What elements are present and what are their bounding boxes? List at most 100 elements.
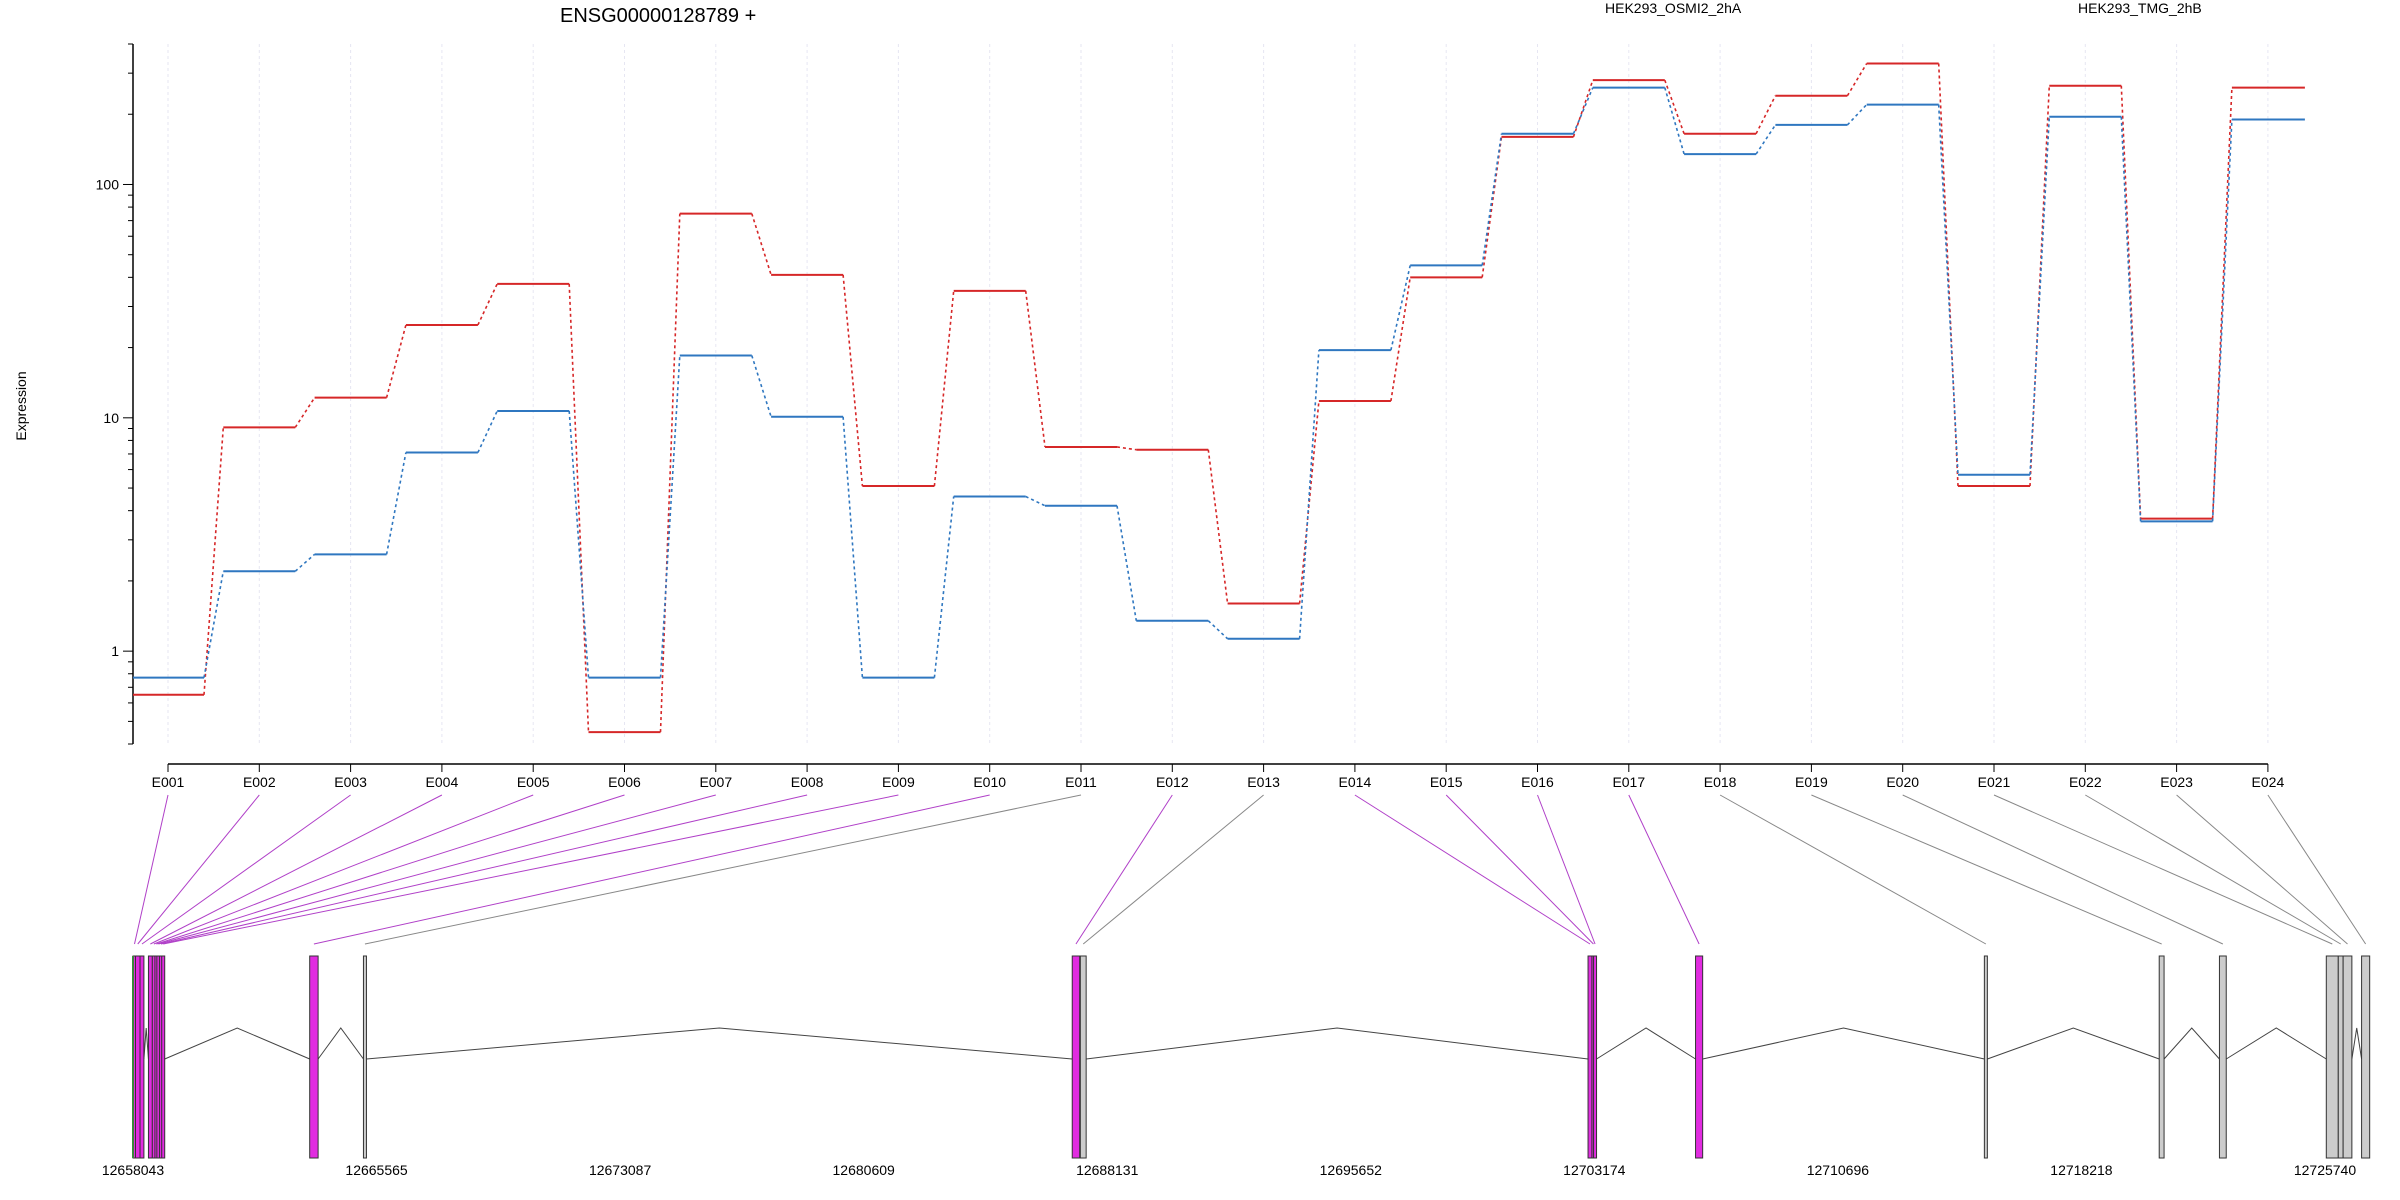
connector-e013: [1082, 794, 1264, 945]
connector-e021: [1993, 794, 2333, 945]
intron: [143, 1027, 149, 1060]
intron: [2163, 1027, 2220, 1060]
exon-e013: [1079, 955, 1087, 1159]
x-tick-label-e021: E021: [1978, 774, 2011, 790]
x-tick-label-e014: E014: [1339, 774, 1372, 790]
series-2-transition: [751, 355, 772, 418]
x-tick-label-e010: E010: [973, 774, 1006, 790]
genomic-tick-label: 12695652: [1320, 1162, 1383, 1178]
series-2-transition: [1390, 265, 1411, 351]
genomic-tick-label: 12665565: [345, 1162, 408, 1178]
genomic-tick-label: 12680609: [833, 1162, 896, 1178]
intron: [2351, 1027, 2363, 1060]
intron: [1987, 1027, 2160, 1060]
genomic-tick-label: 12710696: [1807, 1162, 1870, 1178]
series-1-transition: [385, 324, 407, 398]
connector-e018: [1719, 794, 1987, 945]
connector-e011: [364, 794, 1082, 945]
exon-e003: [139, 955, 145, 1159]
connector-e012: [1075, 794, 1173, 945]
exon-e016: [1593, 955, 1598, 1159]
intron: [164, 1027, 310, 1060]
series-2-transition: [294, 553, 316, 572]
connector-e007: [158, 794, 716, 945]
exon-connectors: [134, 794, 2367, 945]
connector-e006: [156, 794, 625, 945]
x-tick-label-e020: E020: [1886, 774, 1919, 790]
x-tick-label-e012: E012: [1156, 774, 1189, 790]
series-2-transition: [1207, 620, 1229, 640]
connector-e022: [2085, 794, 2341, 945]
exon-e012: [1071, 955, 1081, 1159]
series-1-transition: [1116, 446, 1137, 451]
series-2-transition: [2029, 116, 2051, 475]
exon-e023: [2342, 955, 2353, 1159]
series-2-transition: [2120, 116, 2142, 522]
x-tick-label-e007: E007: [699, 774, 732, 790]
series-2-transition: [568, 410, 590, 678]
series-2-transition: [1298, 350, 1320, 639]
legend-label-series-1: HEK293_OSMI2_2hA: [1605, 0, 1742, 16]
connector-e015: [1445, 794, 1594, 945]
series-1-transition: [1207, 449, 1229, 604]
series-2-transition: [1572, 87, 1594, 135]
connector-e024: [2267, 794, 2367, 945]
gene-model: 12658043 12665565 12673087 12680609 12688131…: [102, 955, 2371, 1178]
y-axis-label: Expression: [13, 371, 29, 440]
connector-e014: [1354, 794, 1591, 945]
exon-e011: [362, 955, 367, 1159]
series-1-transition: [203, 427, 225, 695]
exon-e018: [1983, 955, 1988, 1159]
connector-e017: [1628, 794, 1700, 945]
series-1-transition: [659, 213, 681, 733]
genomic-tick-label: 12725740: [2294, 1162, 2357, 1178]
genomic-tick-label: 12703174: [1563, 1162, 1626, 1178]
chart-title: ENSG00000128789 +: [560, 5, 756, 27]
series-2-transition: [659, 355, 681, 678]
x-tick-label-e008: E008: [791, 774, 824, 790]
intron: [317, 1027, 364, 1060]
x-tick-label-e022: E022: [2069, 774, 2102, 790]
x-tick-label-e016: E016: [1521, 774, 1554, 790]
x-tick-label-e004: E004: [426, 774, 459, 790]
exon-e009: [161, 955, 166, 1159]
connector-e004: [150, 794, 443, 945]
exon-e020: [2218, 955, 2227, 1159]
x-tick-label-e001: E001: [152, 774, 185, 790]
intron: [2225, 1027, 2327, 1060]
connector-e003: [141, 794, 351, 945]
series-1-transition: [751, 213, 772, 276]
genomic-tick-label: 12673087: [589, 1162, 652, 1178]
x-tick-label-e006: E006: [608, 774, 641, 790]
series-1-transition: [1024, 290, 1046, 448]
series-1-transition: [1664, 79, 1685, 135]
series-2-transition: [1664, 87, 1685, 155]
series-2-transition: [1755, 124, 1777, 155]
intron: [1702, 1027, 1985, 1060]
x-tick-label-e024: E024: [2252, 774, 2285, 790]
x-tick-label-e005: E005: [517, 774, 550, 790]
exon-e002: [134, 955, 141, 1159]
x-tick-label-e011: E011: [1065, 774, 1097, 790]
x-tick-label-e018: E018: [1704, 774, 1737, 790]
x-tick-label-e023: E023: [2160, 774, 2193, 790]
series-2-transition: [477, 410, 498, 453]
series-1-transition: [1572, 79, 1594, 138]
connector-e016: [1537, 794, 1596, 945]
genomic-tick-label: 12688131: [1076, 1162, 1139, 1178]
axes: 1 10 100 E001 E002 E003 E004 E005 E006 E007 E008 E0…: [96, 43, 2285, 790]
series-2-transition: [1025, 495, 1046, 507]
series-2-transition: [1937, 104, 1959, 475]
series-1: [133, 62, 2305, 734]
connector-e010: [313, 794, 990, 945]
x-tick-label-e017: E017: [1612, 774, 1645, 790]
connector-e005: [153, 794, 534, 945]
exon-e022: [2337, 955, 2344, 1159]
x-tick-label-e013: E013: [1247, 774, 1280, 790]
connector-e020: [1902, 794, 2224, 945]
series-1-transition: [1846, 63, 1868, 97]
connector-e019: [1811, 794, 2162, 945]
series-2-transition: [842, 416, 864, 678]
series-1-transition: [842, 274, 864, 487]
